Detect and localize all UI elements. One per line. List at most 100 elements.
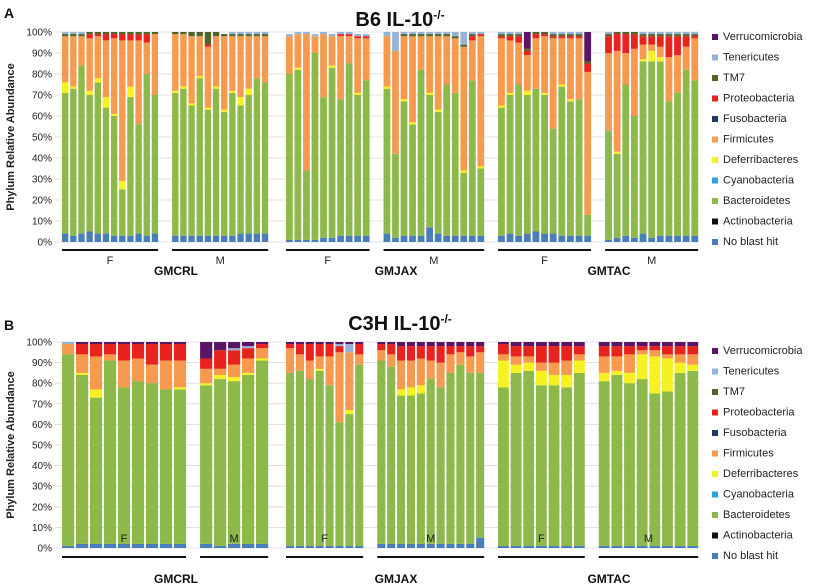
bar-segment-no-blast-hit [337,235,344,242]
bar-segment-verrucomicrobia [242,342,255,347]
bar-segment-tm7 [127,32,134,35]
bar-segment-firmicutes [649,350,661,357]
bar-segment-proteobacteria [345,34,353,37]
bar-segment-proteobacteria [397,346,406,361]
bar-segment-firmicutes [103,354,117,361]
bar-segment-firmicutes [110,38,118,114]
bar-segment-deferribacteres [636,354,648,380]
bar-segment-verrucomicrobia [325,342,334,345]
bar-segment-proteobacteria [325,344,334,357]
y-tick-label: 70% [32,399,52,410]
bar-segment-tenericutes [362,34,370,37]
bar-segment-bacteroidetes [345,414,354,546]
sex-label: F [538,533,545,545]
bar-segment-no-blast-hit [613,237,621,242]
y-tick-label: 80% [32,379,52,390]
bar-segment-firmicutes [159,360,173,390]
bar-segment-verrucomicrobia [228,342,241,349]
bar-segment-bacteroidetes [523,95,531,234]
bar-segment-proteobacteria [416,346,425,359]
legend-swatch [712,198,718,204]
bar-segment-tm7 [674,34,681,37]
sex-label: M [644,533,653,545]
bar-segment-no-blast-hit [151,233,159,242]
bar-segment-bacteroidetes [119,189,126,236]
bar-segment-firmicutes [561,360,573,375]
bar-segment-deferribacteres [656,57,664,62]
bar-segment-proteobacteria [466,346,475,357]
bar-segment-no-blast-hit [498,545,509,548]
bar-segment-no-blast-hit [62,545,75,548]
y-axis-label: Phylum Relative Abundance [5,371,17,519]
bar-segment-no-blast-hit [417,235,425,242]
bar-segment-no-blast-hit [200,543,213,548]
bar-segment-bacteroidetes [228,381,241,544]
bar-segment-verrucomicrobia [436,342,445,347]
bar-segment-tm7 [212,32,220,37]
bar-segment-bacteroidetes [468,80,476,236]
bar-segment-verrucomicrobia [466,342,475,347]
legend-label: Actinobacteria [723,216,794,228]
bar-segment-bacteroidetes [70,88,77,236]
bar-segment-proteobacteria [639,36,647,45]
bar-segment-bacteroidetes [294,69,302,240]
bar-segment-tenericutes [409,32,416,35]
bar-segment-firmicutes [315,356,324,369]
bar-segment-bacteroidetes [558,86,566,236]
bar-segment-no-blast-hit [117,543,131,548]
bar-segment-firmicutes [665,57,673,102]
bar-segment-no-blast-hit [159,543,173,548]
bar-segment-verrucomicrobia [561,342,573,347]
bar-segment-firmicutes [337,36,344,100]
bar-segment-deferribacteres [315,368,324,371]
bar-segment-no-blast-hit [548,545,560,548]
bar-segment-no-blast-hit [456,543,465,548]
bar-segment-proteobacteria [102,34,110,41]
bar-segment-bacteroidetes [212,88,220,236]
bar-segment-bacteroidetes [245,95,252,234]
legend-label: Fusobacteria [723,427,787,439]
bar-segment-no-blast-hit [362,235,370,242]
bar-segment-verrucomicrobia [535,342,547,347]
bar-segment-proteobacteria [446,346,455,355]
legend-label: TM7 [723,72,745,84]
bar-segment-deferribacteres [127,86,134,98]
bar-segment-bacteroidetes [451,92,459,236]
bar-segment-tenericutes [392,32,399,51]
bar-segment-no-blast-hit [434,233,442,242]
bar-segment-firmicutes [636,350,648,355]
bar-segment-tm7 [532,32,540,35]
bar-segment-tenericutes [605,32,612,35]
bar-segment-bacteroidetes [406,395,416,544]
panel-letter: B [4,317,14,333]
bar-segment-firmicutes [86,38,93,91]
bar-segment-firmicutes [305,360,314,380]
bar-segment-proteobacteria [94,34,101,37]
bar-segment-firmicutes [406,360,416,388]
bar-segment-proteobacteria [541,34,548,37]
bar-segment-tm7 [245,34,252,37]
bar-segment-proteobacteria [103,344,117,355]
bar-segment-firmicutes [611,356,623,371]
bar-segment-tm7 [237,34,244,37]
bar-segment-bacteroidetes [598,381,610,546]
bar-segment-firmicutes [196,36,203,77]
bar-segment-firmicutes [328,36,336,66]
panel-title-superscript: -/- [440,312,451,326]
bar-segment-bacteroidetes [387,366,396,544]
bar-segment-tm7 [515,34,523,37]
bar-segment-bacteroidetes [315,370,324,546]
bar-segment-bacteroidetes [392,153,399,238]
bar-segment-tenericutes [229,32,236,35]
bar-segment-no-blast-hit [584,235,592,242]
bar-segment-proteobacteria [567,36,574,39]
bar-segment-proteobacteria [406,346,416,361]
bar-segment-bacteroidetes [456,364,465,544]
bar-segment-no-blast-hit [477,235,485,242]
bar-segment-bacteroidetes [135,124,142,234]
bar-segment-tm7 [523,48,531,51]
bar-segment-no-blast-hit [286,545,295,548]
bar-segment-firmicutes [460,46,468,171]
bar-segment-no-blast-hit [549,233,557,242]
bar-segment-firmicutes [498,354,509,361]
